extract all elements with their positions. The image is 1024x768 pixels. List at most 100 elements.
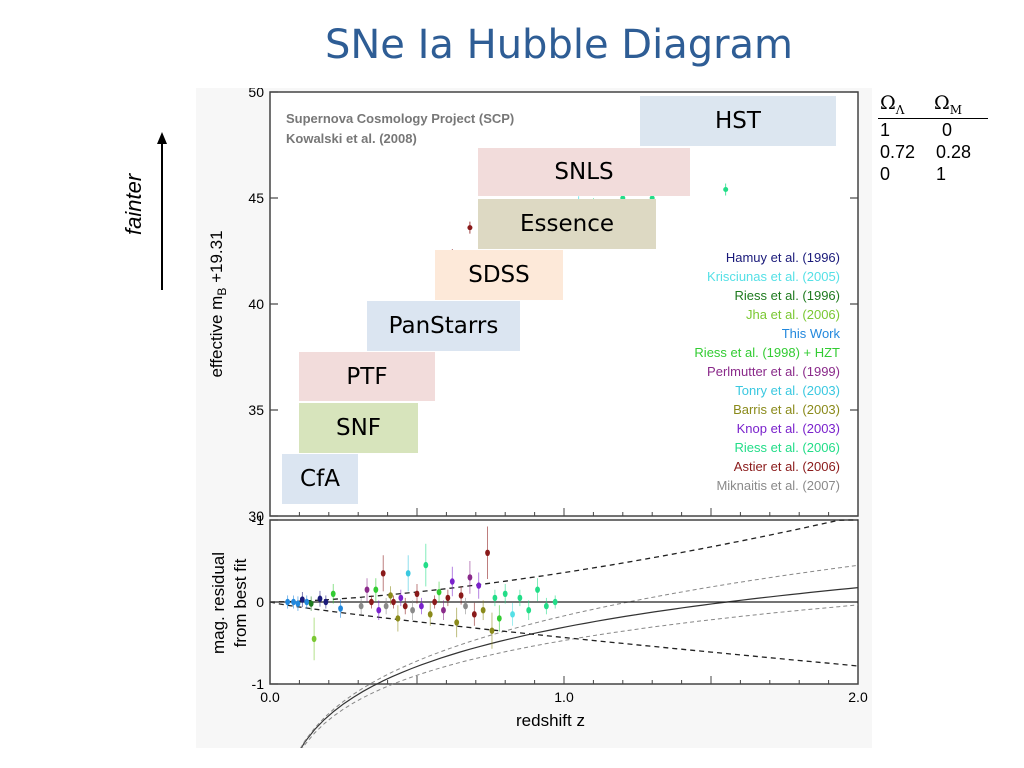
residual-point — [427, 611, 433, 618]
residual-point — [364, 586, 370, 593]
survey-box-snf: SNF — [299, 403, 418, 453]
residual-point — [405, 570, 411, 577]
residual-point — [502, 590, 508, 597]
residual-point — [476, 582, 482, 589]
residual-point — [391, 598, 396, 606]
omega-lambda-header: ΩΛ — [880, 92, 905, 117]
survey-box-cfa: CfA — [282, 454, 358, 504]
y-tick-label: 35 — [248, 402, 264, 418]
residual-point — [432, 598, 438, 606]
survey-box-sdss: SDSS — [435, 250, 563, 300]
best-fit-curve — [300, 587, 859, 748]
y-tick-label: 50 — [248, 88, 264, 100]
legend-item: Perlmutter et al. (1999) — [707, 364, 840, 379]
fainter-arrow-icon — [157, 132, 167, 290]
residual-point — [317, 595, 323, 602]
residual-point — [471, 611, 477, 618]
omega-lambda-value: 0.72 — [880, 142, 916, 162]
residual-point — [485, 549, 490, 556]
legend-item: Hamuy et al. (1996) — [726, 250, 840, 265]
residual-point — [410, 607, 415, 614]
legend-item: Barris et al. (2003) — [733, 402, 840, 417]
residual-point — [295, 600, 301, 607]
residual-point — [419, 602, 424, 610]
bottom-ylabel-line1: mag. residual — [209, 552, 228, 654]
residual-point — [449, 578, 455, 585]
model-curve-matter — [302, 604, 859, 748]
survey-label-sdss: SDSS — [468, 262, 530, 288]
survey-label-panstarrs: PanStarrs — [388, 313, 499, 339]
omega-header: ΩΛ ΩM — [878, 92, 988, 119]
y-tick-label: -1 — [252, 512, 265, 528]
bottom-ylabel-line2: from best fit — [231, 558, 250, 647]
residual-point — [436, 588, 442, 596]
survey-label-cfa: CfA — [300, 466, 340, 492]
y-tick-label: 0 — [256, 594, 264, 610]
legend-item: Riess et al. (1998) + HZT — [694, 345, 840, 360]
residual-point — [285, 598, 291, 606]
residual-point — [510, 611, 515, 618]
residual-point — [463, 602, 468, 610]
survey-label-essence: Essence — [519, 211, 615, 237]
omega-table: ΩΛ ΩM 1 0 0.72 0.28 0 1 — [878, 92, 998, 185]
legend-item: Riess et al. (1996) — [735, 288, 841, 303]
residual-point — [395, 615, 401, 622]
omega-row: 1 0 — [878, 119, 998, 141]
omega-matter-value: 0.28 — [936, 142, 972, 162]
fainter-label: fainter — [121, 173, 146, 235]
survey-box-hst: HST — [640, 96, 836, 146]
model-curve-lambda — [300, 564, 859, 748]
residual-point — [543, 602, 549, 610]
legend-item: Miknaitis et al. (2007) — [716, 478, 840, 493]
legend-item: Krisciunas et al. (2005) — [707, 269, 840, 284]
residual-point — [398, 594, 404, 602]
residual-point — [496, 615, 502, 622]
x-tick-label: 1.0 — [554, 689, 574, 705]
residual-point — [492, 594, 498, 602]
residual-point — [467, 574, 473, 581]
residual-point — [323, 598, 329, 606]
y-tick-label: 30 — [248, 508, 264, 524]
survey-label-snls: SNLS — [554, 159, 614, 185]
legend-item: Riess et al. (2006) — [735, 440, 841, 455]
legend-item: Astier et al. (2006) — [734, 459, 840, 474]
legend-item: Jha et al. (2006) — [746, 307, 840, 322]
legend-item: Tonry et al. (2003) — [735, 383, 840, 398]
legend-item: Knop et al. (2003) — [737, 421, 840, 436]
omega-matter-header: ΩM — [934, 92, 963, 117]
residual-point — [383, 602, 389, 610]
survey-box-essence: Essence — [478, 199, 656, 249]
survey-label-ptf: PTF — [346, 363, 388, 390]
residual-point — [299, 596, 305, 603]
residual-point — [445, 594, 451, 602]
residual-point — [330, 590, 336, 597]
residual-point — [308, 600, 314, 607]
legend-item: This Work — [782, 326, 841, 341]
annotation-kowalski: Kowalski et al. (2008) — [286, 131, 417, 146]
residual-point — [423, 561, 429, 569]
residual-point — [480, 607, 486, 614]
lower-envelope-curve — [269, 601, 859, 667]
residual-point — [358, 602, 364, 610]
residual-point — [338, 605, 343, 612]
residual-point — [489, 627, 495, 634]
annotation-scp: Supernova Cosmology Project (SCP) — [286, 111, 514, 126]
residual-point — [458, 592, 464, 599]
residual-point — [388, 592, 393, 599]
residual-point — [402, 602, 408, 610]
top-ylabel: effective mB +19.31 — [207, 230, 229, 377]
x-tick-label: 2.0 — [848, 689, 868, 705]
survey-label-snf: SNF — [335, 415, 382, 441]
omega-row: 0.72 0.28 — [878, 141, 998, 163]
omega-matter-value: 1 — [936, 164, 947, 184]
y-tick-label: -1 — [252, 676, 265, 692]
slide-title: SNe Ia Hubble Diagram — [324, 22, 794, 68]
omega-lambda-value: 1 — [880, 120, 891, 140]
residual-point — [380, 570, 386, 577]
residual-point — [291, 598, 296, 606]
survey-box-ptf: PTF — [299, 352, 435, 401]
residual-point — [441, 607, 446, 614]
residual-point — [369, 598, 374, 606]
residual-point — [304, 598, 310, 606]
y-tick-label: 45 — [248, 190, 264, 206]
